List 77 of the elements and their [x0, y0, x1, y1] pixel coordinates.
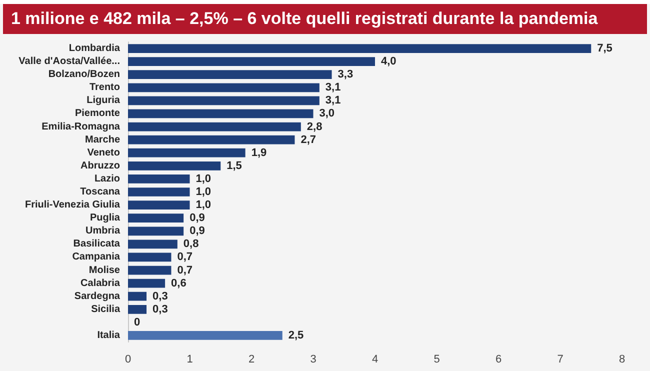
bar: [128, 96, 320, 106]
bar: [128, 83, 320, 92]
data-label: 0: [134, 316, 140, 328]
y-tick-label: Toscana: [80, 186, 120, 198]
bar: [128, 188, 190, 196]
bar: [128, 226, 184, 236]
bar: [128, 252, 172, 262]
x-tick-label: 2: [248, 354, 255, 366]
data-label: 2,7: [300, 134, 316, 146]
data-label: 0,6: [171, 277, 186, 290]
bar: [128, 148, 246, 158]
bar: [128, 240, 178, 249]
bar: [128, 304, 147, 314]
x-tick-label: 5: [434, 354, 440, 366]
bar: [128, 122, 301, 132]
y-tick-label: Bolzano/Bozen: [48, 69, 120, 80]
data-label: 0,7: [177, 264, 193, 276]
bar: [128, 44, 592, 53]
data-label: 0,9: [190, 225, 205, 238]
y-tick-label: Marche: [84, 134, 120, 146]
y-tick-label: Basilicata: [73, 238, 120, 250]
data-label: 0,9: [190, 212, 205, 224]
y-tick-label: Valle d'Aosta/Vallée...: [18, 56, 120, 68]
y-tick-label: Friuli-Venezia Giulia: [24, 200, 120, 211]
y-tick-label: Molise: [88, 264, 120, 276]
data-label: 1,9: [251, 146, 267, 159]
bar: [128, 200, 190, 210]
y-tick-label: Emilia-Romagna: [42, 121, 120, 132]
data-label: 0,8: [183, 238, 199, 250]
x-tick-label: 8: [618, 354, 626, 366]
bar: [128, 278, 166, 288]
y-tick-label: Campania: [72, 252, 120, 263]
y-tick-label: Abruzzo: [80, 160, 120, 172]
y-tick-label: Italia: [97, 330, 120, 341]
data-label: 1,0: [196, 199, 212, 212]
data-label: 3,0: [319, 108, 335, 120]
data-label: 1,0: [196, 186, 212, 198]
data-label: 3,3: [338, 68, 354, 81]
data-label: 1,0: [196, 172, 212, 185]
bar: [128, 266, 172, 275]
bar: [128, 174, 190, 184]
data-label: 7,5: [597, 42, 612, 55]
y-tick-label: Calabria: [80, 278, 120, 289]
x-tick-label: 0: [124, 354, 132, 366]
bar: [128, 161, 221, 170]
x-tick-label: 1: [186, 354, 193, 366]
x-tick-label: 3: [310, 354, 316, 366]
data-label: 2,8: [306, 120, 322, 133]
bar: [128, 214, 184, 223]
y-tick-label: Umbria: [86, 226, 120, 237]
y-tick-label: Sardegna: [74, 290, 120, 302]
data-label: 4,0: [381, 56, 396, 68]
bar: [128, 292, 147, 301]
y-tick-label: Puglia: [90, 212, 120, 224]
y-tick-label: Piemonte: [74, 108, 120, 120]
chart-title: 1 milione e 482 mila – 2,5% – 6 volte quelli registrati durante la pandemia: [3, 4, 647, 34]
bar: [128, 135, 295, 144]
bar: [128, 331, 282, 340]
bar: [128, 57, 375, 66]
x-tick-label: 6: [495, 354, 502, 366]
y-tick-label: Lazio: [94, 173, 120, 184]
y-tick-label: Trento: [89, 82, 120, 94]
data-label: 0,3: [152, 290, 168, 302]
x-tick-label: 4: [372, 354, 378, 366]
data-label: 2,5: [288, 329, 304, 342]
y-tick-label: Veneto: [87, 147, 120, 158]
data-label: 1,5: [226, 160, 242, 172]
y-tick-label: Sicilia: [91, 304, 120, 315]
bar: [128, 70, 332, 80]
data-label: 0,7: [177, 251, 193, 264]
bar: [128, 109, 314, 118]
data-label: 3,1: [325, 94, 341, 107]
y-tick-label: Liguria: [86, 95, 120, 106]
data-label: 3,1: [325, 82, 341, 94]
y-tick-label: Lombardia: [68, 43, 120, 54]
data-label: 0,3: [152, 303, 168, 316]
x-tick-label: 7: [557, 354, 564, 366]
